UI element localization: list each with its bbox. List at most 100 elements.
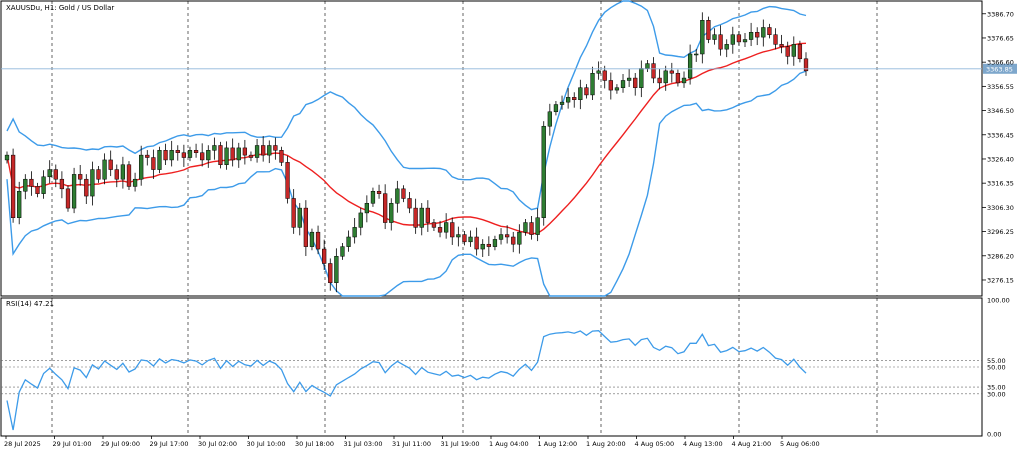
bull-candle	[169, 150, 174, 161]
bull-candle	[681, 77, 687, 84]
bear-candle	[718, 34, 723, 50]
price-tick-label: 3316.35	[987, 180, 1014, 188]
bear-candle	[474, 236, 479, 250]
main-chart-frame	[0, 0, 983, 297]
bull-candle	[639, 68, 644, 88]
bear-candle	[425, 207, 430, 223]
bear-candle	[657, 77, 662, 84]
bull-candle	[370, 190, 376, 204]
bear-candle	[437, 227, 443, 233]
bear-candle	[511, 236, 516, 245]
time-tick-label: 4 Aug 05:00	[635, 440, 675, 448]
bull-candle	[712, 34, 717, 40]
bull-candle	[23, 178, 28, 192]
bear-candle	[462, 234, 467, 243]
bull-candle	[444, 222, 449, 233]
bear-candle	[175, 150, 180, 153]
bull-candle	[541, 125, 546, 218]
bull-candle	[4, 154, 10, 161]
price-tick-label: 3386.70	[987, 10, 1014, 18]
bull-candle	[334, 256, 339, 284]
bear-candle	[200, 152, 205, 161]
bear-candle	[291, 198, 296, 228]
time-tick-label: 31 Jul 11:00	[392, 440, 431, 448]
price-tick-label: 3356.55	[987, 83, 1014, 91]
bear-candle	[431, 222, 437, 228]
bear-candle	[261, 145, 266, 156]
time-tick-label: 1 Aug 20:00	[586, 440, 626, 448]
bear-candle	[163, 150, 168, 161]
bull-candle	[535, 217, 540, 235]
bull-candle	[456, 234, 461, 238]
bear-candle	[675, 72, 681, 84]
bull-candle	[71, 174, 77, 209]
bull-candle	[791, 44, 796, 57]
bear-candle	[486, 243, 491, 247]
bear-candle	[529, 222, 534, 235]
bear-candle	[767, 27, 772, 35]
bear-candle	[126, 164, 132, 187]
bear-candle	[785, 46, 790, 57]
bull-candle	[352, 227, 357, 238]
bear-candle	[779, 44, 784, 48]
rsi-tick-label: 30.00	[987, 390, 1006, 398]
bear-candle	[401, 188, 406, 199]
bear-candle	[572, 97, 577, 100]
bull-candle	[517, 231, 522, 245]
bull-candle	[102, 159, 107, 180]
bollinger-upper-line	[6, 0, 807, 211]
bull-candle	[309, 231, 315, 247]
bear-candle	[181, 152, 187, 158]
bear-candle	[328, 263, 333, 284]
bear-candle	[315, 231, 321, 250]
bear-candle	[248, 154, 254, 158]
bull-candle	[523, 222, 528, 233]
bull-candle	[187, 150, 193, 158]
current-price-tag	[983, 63, 1017, 74]
chart-title: XAUUSDu, H1: Gold / US Dollar	[6, 4, 114, 12]
bear-candle	[242, 147, 248, 156]
time-tick-label: 29 Jul 09:00	[101, 440, 140, 448]
bear-candle	[273, 145, 278, 151]
bull-candle	[645, 63, 650, 69]
bull-candle	[578, 87, 583, 100]
price-tick-label: 3276.15	[987, 276, 1014, 284]
bull-candle	[468, 236, 473, 243]
bear-candle	[10, 154, 16, 218]
bear-candle	[35, 186, 40, 194]
bull-candle	[346, 236, 351, 247]
bull-candle	[224, 147, 229, 166]
bull-candle	[596, 70, 601, 74]
bull-candle	[120, 164, 126, 180]
time-tick-label: 4 Aug 21:00	[732, 440, 772, 448]
price-tick-label: 3346.50	[987, 107, 1014, 115]
bull-candle	[267, 145, 272, 156]
bear-candle	[303, 207, 309, 247]
price-tick-label: 3376.65	[987, 34, 1014, 42]
bear-candle	[584, 87, 589, 96]
bear-candle	[407, 198, 412, 209]
bear-candle	[108, 159, 113, 170]
time-tick-label: 1 Aug 04:00	[489, 440, 529, 448]
rsi-tick-label: 55.00	[987, 357, 1006, 365]
bull-candle	[236, 147, 241, 161]
bull-candle	[687, 53, 693, 79]
current-price-label: 3363.85	[986, 65, 1013, 73]
bear-candle	[450, 222, 455, 238]
price-tick-label: 3296.25	[987, 228, 1014, 236]
bull-candle	[17, 190, 22, 218]
time-tick-label: 30 Jul 02:00	[198, 440, 237, 448]
bear-candle	[151, 157, 156, 170]
bear-candle	[755, 32, 760, 38]
bull-candle	[565, 97, 571, 103]
time-tick-label: 4 Aug 13:00	[683, 440, 723, 448]
rsi-tick-label: 0.00	[987, 431, 1001, 439]
bull-candle	[663, 70, 668, 84]
price-tick-label: 3336.45	[987, 131, 1014, 139]
time-tick-label: 29 Jul 01:00	[53, 440, 92, 448]
bear-candle	[803, 58, 809, 72]
price-tick-label: 3366.60	[987, 59, 1014, 67]
bull-candle	[590, 72, 595, 96]
bull-candle	[206, 150, 211, 161]
